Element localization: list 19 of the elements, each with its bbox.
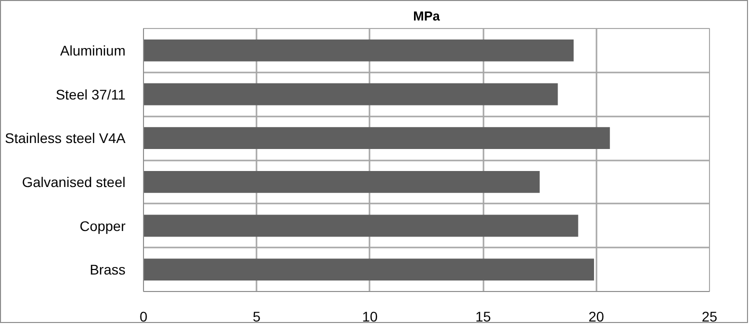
bar (144, 83, 558, 106)
bar (144, 214, 578, 237)
x-tick-label: 5 (252, 308, 261, 324)
x-tick-label: 25 (702, 308, 718, 324)
y-tick-label: Steel 37/11 (56, 86, 126, 102)
x-tick-label: 15 (475, 308, 492, 324)
x-tick-label: 20 (588, 308, 604, 324)
y-tick-label: Copper (80, 218, 126, 234)
x-tick-label: 0 (140, 308, 148, 324)
bar (144, 39, 574, 62)
y-tick-label: Aluminium (60, 42, 126, 58)
bar (144, 258, 594, 281)
bar (144, 127, 610, 150)
y-tick-label: Stainless steel V4A (4, 130, 126, 146)
y-tick-label: Galvanised steel (22, 174, 126, 190)
bar (144, 170, 540, 193)
y-tick-label: Brass (90, 262, 126, 278)
x-tick-label: 10 (362, 308, 378, 324)
chart-title: MPa (413, 8, 441, 24)
